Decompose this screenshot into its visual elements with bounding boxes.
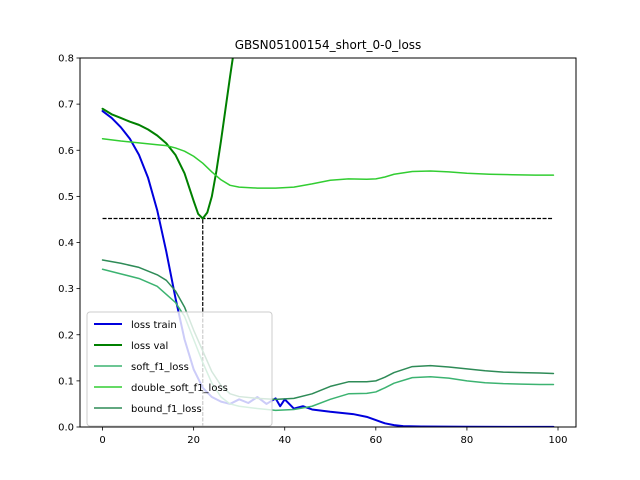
legend-label: soft_f1_loss	[131, 362, 189, 373]
x-tick-label: 100	[548, 435, 567, 446]
x-tick-label: 60	[369, 435, 382, 446]
y-tick-label: 0.1	[58, 376, 74, 387]
legend: loss train loss val soft_f1_loss double_sof…	[86, 311, 273, 427]
legend-box	[86, 311, 273, 427]
legend-label: double_soft_f1_loss	[131, 383, 228, 394]
y-tick-label: 0.7	[58, 100, 74, 111]
legend-label: loss val	[131, 341, 168, 352]
x-axis-ticks: 0 20 40 60 80 100	[99, 427, 568, 446]
y-tick-label: 0.6	[58, 146, 74, 157]
legend-label: loss train	[131, 320, 177, 331]
y-axis-ticks: 0.0 0.1 0.2 0.3 0.4 0.5 0.6 0.7 0.8	[58, 54, 80, 434]
series-line-loss-val	[101, 58, 234, 220]
y-tick-label: 0.5	[58, 192, 74, 203]
y-tick-label: 0.2	[58, 330, 74, 341]
y-tick-label: 0.3	[58, 284, 74, 295]
x-tick-label: 80	[461, 435, 474, 446]
chart-title: GBSN05100154_short_0-0_loss	[235, 38, 422, 52]
y-tick-label: 0.8	[58, 54, 74, 65]
y-tick-label: 0.0	[58, 423, 74, 434]
legend-label: bound_f1_loss	[131, 404, 202, 415]
series-line-double-soft-f1-loss	[101, 137, 555, 189]
x-tick-label: 40	[278, 435, 291, 446]
x-tick-label: 20	[187, 435, 200, 446]
series-line-bound-f1-loss	[101, 259, 555, 401]
x-tick-label: 0	[99, 435, 105, 446]
y-tick-label: 0.4	[58, 238, 74, 249]
